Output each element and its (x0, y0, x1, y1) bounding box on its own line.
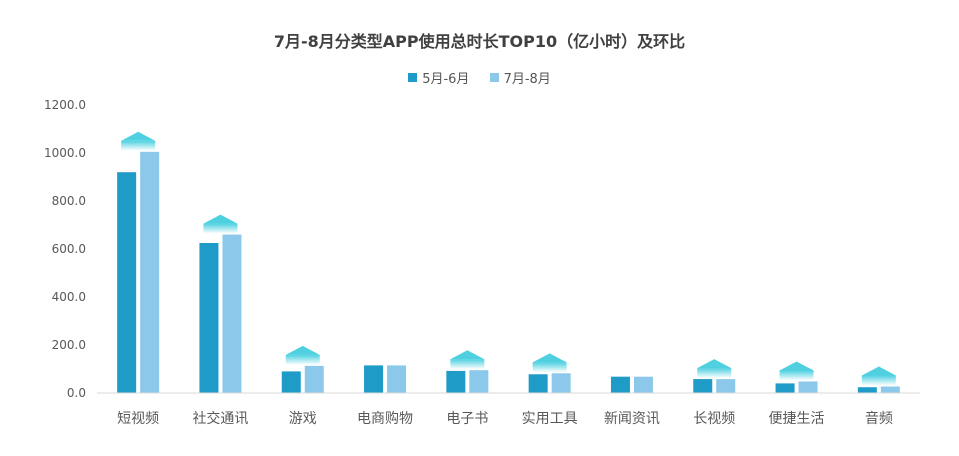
bar-series-b (387, 365, 407, 393)
up-arrow-icon (203, 214, 238, 224)
y-tick-label: 0.0 (67, 386, 86, 400)
bar-series-b (222, 234, 242, 393)
bar-series-a (199, 243, 219, 393)
bar-series-b (716, 379, 736, 393)
legend-label-series-a: 5月-6月 (422, 72, 470, 87)
bar-series-b (633, 376, 653, 393)
y-tick-label: 200.0 (52, 338, 86, 352)
y-tick-label: 800.0 (52, 194, 86, 208)
bar-series-a (610, 376, 630, 393)
up-arrow-glow (861, 375, 896, 386)
up-arrow-icon (450, 350, 485, 360)
up-arrow-glow (532, 362, 567, 373)
y-axis: 0.0 200.0 400.0 600.0 800.0 1000.0 1200.0 (44, 98, 86, 400)
up-arrow-icon (121, 131, 156, 141)
up-arrow-glow (697, 368, 732, 379)
x-tick-label: 电子书 (446, 411, 488, 427)
up-arrow-glow (121, 140, 156, 151)
bar-series-a (281, 371, 301, 393)
x-tick-label: 游戏 (289, 411, 317, 427)
x-tick-label: 新闻资讯 (604, 411, 660, 427)
x-tick-label: 短视频 (117, 411, 159, 427)
up-arrow-glow (450, 359, 485, 370)
legend-swatch-series-a (408, 73, 418, 82)
bar-series-b (469, 370, 489, 393)
x-tick-label: 便捷生活 (769, 411, 825, 427)
bar-series-a (364, 365, 384, 393)
y-tick-label: 400.0 (52, 290, 86, 304)
bar-series-a (446, 370, 466, 393)
legend: 5月-6月 7月-8月 (0, 68, 959, 87)
legend-label-series-b: 7月-8月 (503, 72, 551, 87)
legend-item-series-b: 7月-8月 (489, 68, 551, 87)
up-arrow-glow (285, 354, 320, 365)
x-tick-label: 实用工具 (522, 411, 578, 427)
chart-title: 7月-8月分类型APP使用总时长TOP10（亿小时）及环比 (273, 32, 686, 51)
up-arrow-icon (532, 353, 567, 363)
x-tick-label: 音频 (865, 410, 893, 427)
trend-arrows (121, 131, 896, 386)
y-tick-label: 1000.0 (44, 146, 86, 160)
bars (117, 151, 900, 393)
legend-swatch-series-b (489, 73, 499, 82)
up-arrow-icon (779, 361, 814, 371)
bar-series-a (693, 379, 713, 393)
bar-series-b (304, 365, 324, 393)
y-tick-label: 1200.0 (44, 98, 86, 112)
x-axis: 短视频 社交通讯 游戏 电商购物 电子书 实用工具 新闻资讯 长视频 便捷生活 音频 (97, 392, 920, 427)
x-tick-label: 社交通讯 (192, 410, 248, 427)
bar-series-b (551, 373, 571, 393)
bar-series-a (857, 387, 877, 393)
x-tick-label: 长视频 (693, 411, 735, 427)
up-arrow-glow (779, 370, 814, 381)
up-arrow-icon (861, 366, 896, 376)
bar-series-a (117, 172, 137, 393)
bar-series-a (528, 374, 548, 393)
bar-series-b (140, 151, 160, 393)
legend-item-series-a: 5月-6月 (408, 68, 469, 87)
x-tick-label: 电商购物 (357, 411, 413, 427)
bar-series-b (798, 381, 818, 393)
up-arrow-icon (285, 345, 320, 355)
up-arrow-icon (697, 359, 732, 369)
y-tick-label: 600.0 (52, 242, 86, 256)
bar-series-b (880, 386, 900, 393)
up-arrow-glow (203, 223, 238, 234)
bar-series-a (775, 383, 795, 393)
